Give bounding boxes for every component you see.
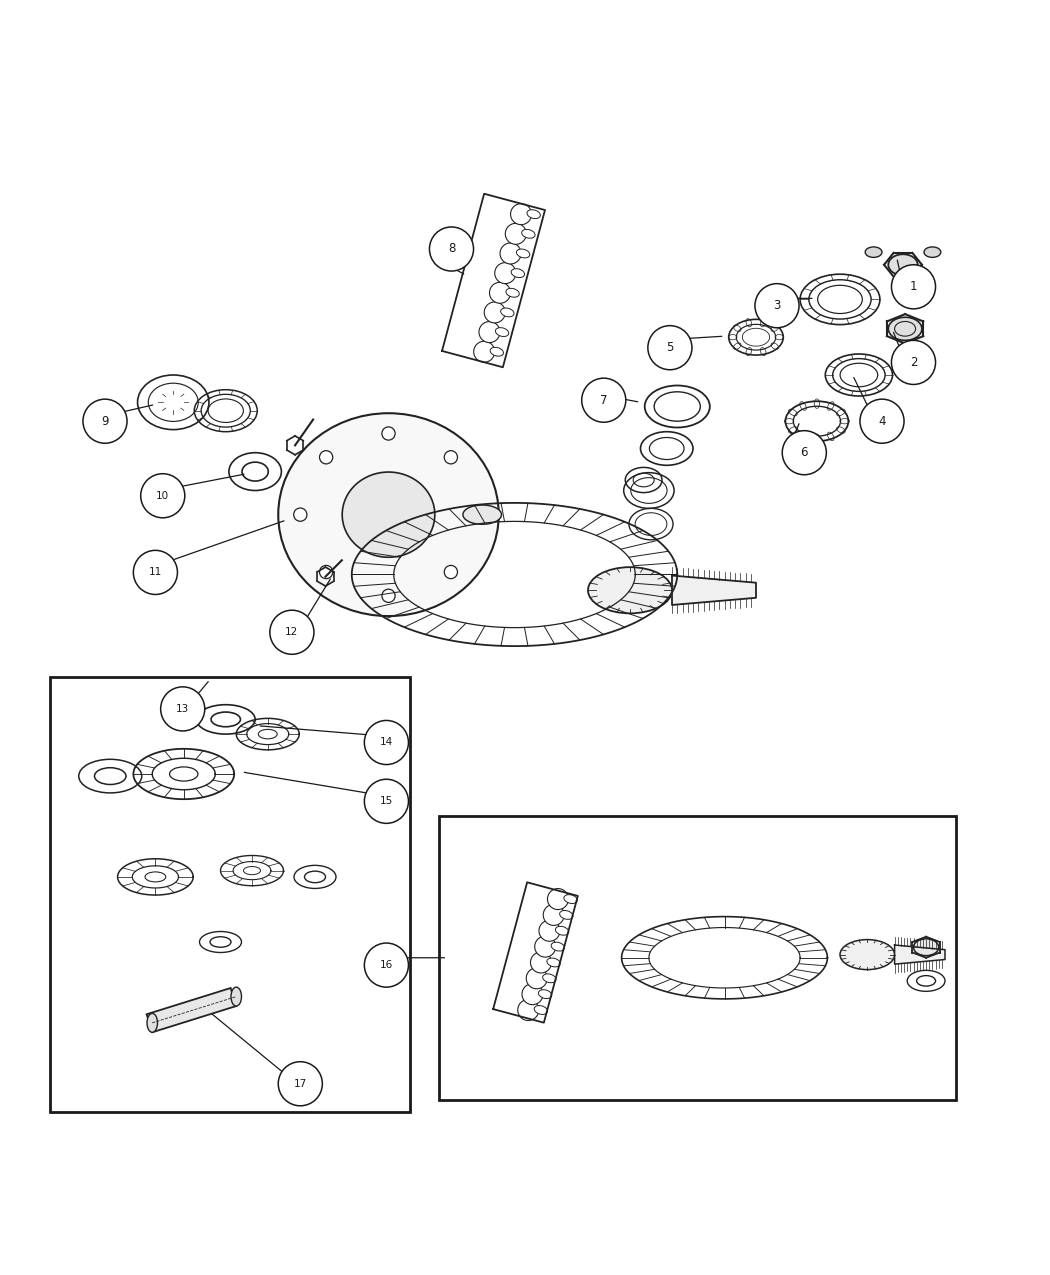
Circle shape: [470, 507, 483, 521]
Ellipse shape: [840, 940, 895, 969]
Text: 15: 15: [380, 797, 393, 806]
Circle shape: [891, 265, 936, 309]
Circle shape: [474, 342, 495, 362]
Ellipse shape: [865, 247, 882, 258]
Bar: [147, 988, 236, 1033]
Circle shape: [891, 340, 936, 385]
Text: 6: 6: [800, 446, 808, 459]
Text: 3: 3: [773, 300, 781, 312]
Circle shape: [530, 952, 551, 973]
Circle shape: [755, 283, 799, 328]
Circle shape: [522, 983, 543, 1005]
Text: 7: 7: [600, 394, 608, 407]
Circle shape: [270, 611, 314, 654]
Circle shape: [278, 1062, 322, 1105]
Circle shape: [382, 427, 395, 440]
Circle shape: [444, 450, 458, 464]
Ellipse shape: [914, 938, 939, 956]
Circle shape: [319, 565, 333, 579]
Circle shape: [161, 687, 205, 731]
Circle shape: [444, 565, 458, 579]
Ellipse shape: [543, 974, 556, 983]
Circle shape: [489, 282, 510, 303]
Circle shape: [860, 399, 904, 444]
Ellipse shape: [342, 472, 435, 557]
Circle shape: [484, 302, 505, 323]
Text: 13: 13: [176, 704, 189, 714]
Ellipse shape: [522, 230, 536, 238]
Ellipse shape: [517, 249, 530, 258]
Ellipse shape: [527, 210, 541, 218]
Circle shape: [141, 474, 185, 518]
Text: 8: 8: [447, 242, 456, 255]
Circle shape: [534, 936, 555, 958]
Text: 5: 5: [666, 342, 674, 354]
Ellipse shape: [506, 288, 520, 297]
Ellipse shape: [490, 347, 504, 356]
Bar: [439, 816, 956, 1099]
Text: 12: 12: [286, 627, 298, 638]
Ellipse shape: [147, 1014, 157, 1033]
Ellipse shape: [888, 317, 922, 340]
Ellipse shape: [463, 505, 502, 524]
Text: 9: 9: [101, 414, 109, 427]
Text: 14: 14: [380, 737, 393, 747]
Ellipse shape: [888, 254, 918, 275]
Circle shape: [518, 1000, 539, 1020]
Ellipse shape: [278, 413, 499, 616]
Ellipse shape: [501, 309, 514, 317]
Circle shape: [382, 589, 395, 602]
Circle shape: [364, 720, 408, 765]
Text: 1: 1: [909, 280, 918, 293]
Ellipse shape: [924, 247, 941, 258]
Ellipse shape: [555, 927, 569, 935]
Circle shape: [364, 944, 408, 987]
Circle shape: [364, 779, 408, 824]
Circle shape: [782, 431, 826, 474]
Circle shape: [429, 227, 474, 272]
Ellipse shape: [560, 910, 573, 919]
Ellipse shape: [588, 567, 672, 613]
Ellipse shape: [231, 987, 242, 1006]
Ellipse shape: [547, 958, 561, 966]
Circle shape: [539, 921, 560, 941]
Circle shape: [582, 379, 626, 422]
Ellipse shape: [564, 895, 578, 904]
Ellipse shape: [539, 989, 551, 998]
Circle shape: [294, 507, 307, 521]
Text: 16: 16: [380, 960, 393, 970]
Circle shape: [83, 399, 127, 444]
Circle shape: [526, 968, 547, 989]
Circle shape: [648, 325, 692, 370]
Polygon shape: [672, 575, 756, 604]
Polygon shape: [895, 945, 945, 964]
Text: 4: 4: [878, 414, 886, 427]
Circle shape: [547, 889, 568, 909]
Circle shape: [505, 223, 526, 245]
Bar: [50, 677, 410, 1112]
Text: 10: 10: [156, 491, 169, 501]
Ellipse shape: [534, 1006, 547, 1015]
Circle shape: [510, 204, 531, 224]
Circle shape: [543, 904, 564, 926]
Circle shape: [479, 321, 500, 343]
Ellipse shape: [551, 942, 565, 951]
Circle shape: [133, 551, 177, 594]
Circle shape: [495, 263, 516, 283]
Text: 17: 17: [294, 1079, 307, 1089]
Ellipse shape: [511, 269, 525, 278]
Circle shape: [319, 450, 333, 464]
Circle shape: [500, 244, 521, 264]
Text: 11: 11: [149, 567, 162, 578]
Text: 2: 2: [909, 356, 918, 368]
Ellipse shape: [496, 328, 509, 337]
